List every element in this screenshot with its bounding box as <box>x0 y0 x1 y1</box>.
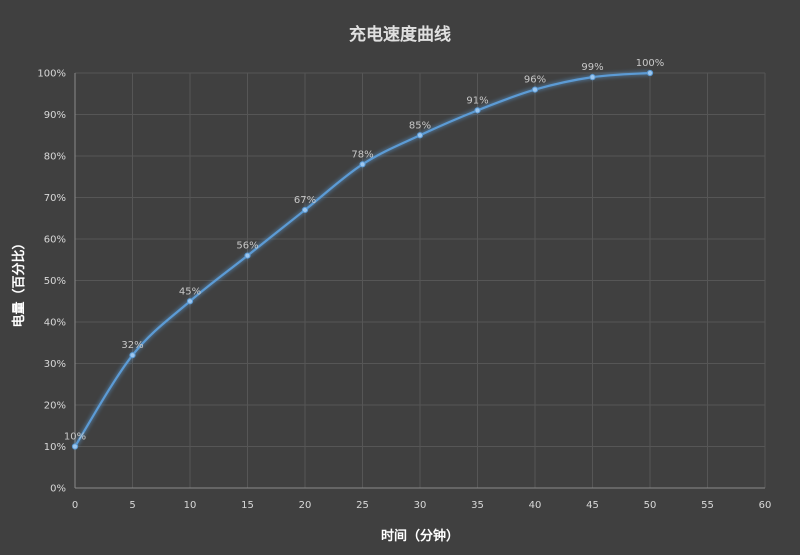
data-label: 45% <box>179 286 201 297</box>
data-point <box>244 252 251 259</box>
y-tick-label: 40% <box>44 318 66 329</box>
data-point <box>186 298 194 305</box>
data-label: 100% <box>636 58 665 69</box>
x-tick-label: 55 <box>701 500 714 511</box>
data-point <box>474 107 481 114</box>
x-axis-label: 时间（分钟） <box>381 528 459 544</box>
x-tick-label: 35 <box>471 500 484 511</box>
data-label: 10% <box>64 432 86 443</box>
y-tick-label: 20% <box>44 401 66 412</box>
y-tick-label: 90% <box>44 110 66 121</box>
y-tick-label: 70% <box>44 193 66 204</box>
data-label: 32% <box>121 340 143 351</box>
x-tick-label: 60 <box>759 500 772 511</box>
x-tick-label: 20 <box>299 500 312 511</box>
y-axis-label: 电量（百分比） <box>11 236 27 327</box>
y-tick-label: 30% <box>44 359 66 370</box>
data-label: 78% <box>351 149 373 160</box>
y-tick-label: 100% <box>37 69 66 80</box>
x-tick-label: 30 <box>414 500 427 511</box>
series-line <box>74 71 651 448</box>
series-layer: 10% 32% 45% 56% 67% 78% 85% 91% 96% 99% 100% <box>64 58 665 450</box>
data-label: 67% <box>294 195 316 206</box>
y-tick-label: 50% <box>44 276 66 287</box>
x-tick-label: 45 <box>586 500 599 511</box>
y-tick-label: 60% <box>44 235 66 246</box>
y-tick-label: 10% <box>44 442 66 453</box>
data-label: 56% <box>236 241 258 252</box>
data-point <box>129 352 136 359</box>
data-point <box>646 69 654 77</box>
x-tick-label: 50 <box>644 500 657 511</box>
x-tick-label: 0 <box>72 500 78 511</box>
data-point <box>71 443 79 450</box>
data-point <box>589 74 596 81</box>
x-tick-label: 40 <box>529 500 542 511</box>
y-tick-label: 80% <box>44 152 66 163</box>
data-point <box>416 132 424 139</box>
data-label: 99% <box>581 62 603 73</box>
data-point <box>359 161 366 168</box>
chart-title: 充电速度曲线 <box>349 24 451 45</box>
data-label: 91% <box>466 95 488 106</box>
data-label: 96% <box>524 75 546 86</box>
y-tick-label: 0% <box>50 484 66 495</box>
axes: 0 5 10 15 20 25 30 35 40 45 50 55 60 0% 10% 20% 30% 40% 50… <box>37 69 771 512</box>
x-tick-label: 15 <box>241 500 254 511</box>
x-tick-label: 5 <box>129 500 135 511</box>
x-tick-label: 10 <box>184 500 197 511</box>
data-label: 85% <box>409 120 431 131</box>
data-point <box>301 206 309 214</box>
x-tick-label: 25 <box>356 500 369 511</box>
data-point <box>531 86 539 93</box>
